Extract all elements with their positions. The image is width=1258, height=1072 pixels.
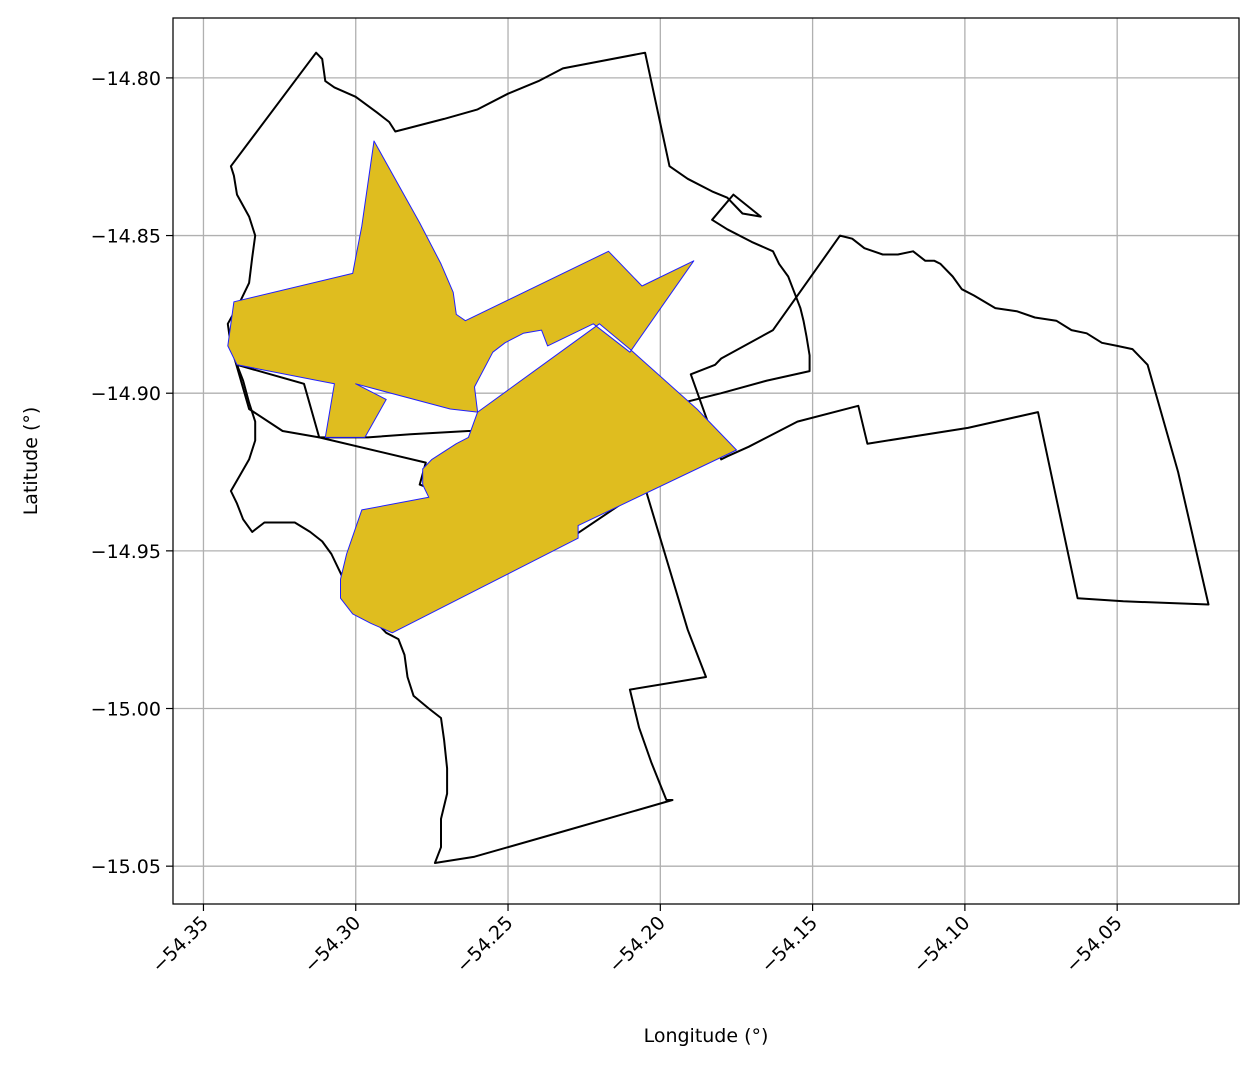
y-tick-label-0: −14.80 bbox=[91, 68, 161, 90]
y-tick-label-5: −15.05 bbox=[91, 856, 161, 878]
x-axis-label: Longitude (°) bbox=[644, 1025, 769, 1047]
y-tick-label-1: −14.85 bbox=[91, 226, 161, 248]
y-tick-label-2: −14.90 bbox=[91, 383, 161, 405]
y-tick-label-4: −15.00 bbox=[91, 699, 161, 721]
y-axis-label: Latitude (°) bbox=[20, 407, 42, 516]
map-regions bbox=[226, 51, 1210, 864]
axes-frame bbox=[172, 17, 1240, 905]
highlighted-region-3 bbox=[227, 140, 737, 634]
y-tick-label-3: −14.95 bbox=[91, 541, 161, 563]
y-axis-ticks: −14.80 −14.85 −14.90 −14.95 −15.00 −15.05 bbox=[91, 68, 173, 878]
region-outline-1 bbox=[689, 234, 1210, 606]
